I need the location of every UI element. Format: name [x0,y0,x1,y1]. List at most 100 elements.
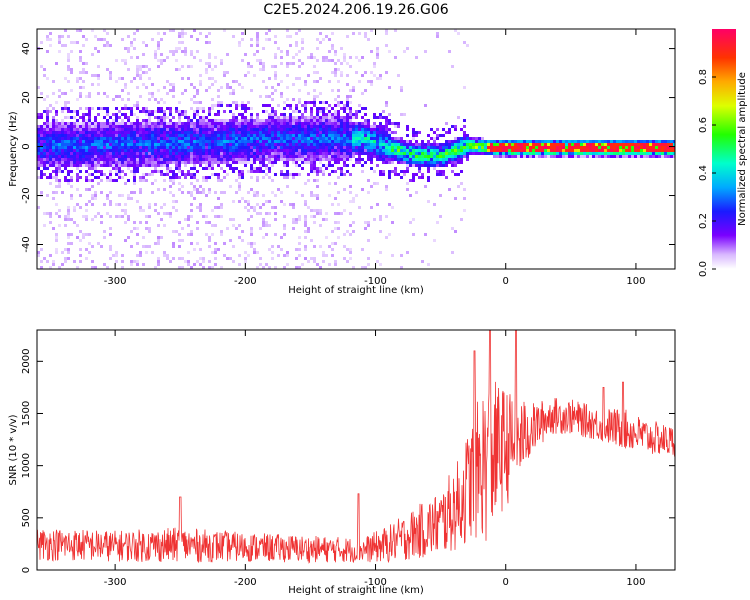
spectrogram-cell [367,263,370,266]
spectrogram-cell [124,182,127,185]
spectrogram-cell [157,164,160,167]
spectrogram-cell [181,140,184,143]
spectrogram-cell [355,137,358,140]
spectrogram-cell [52,128,55,131]
spectrogram-cell [91,155,94,158]
spectrogram-cell [445,140,448,143]
spectrogram-cell [298,215,301,218]
spectrogram-cell [211,167,214,170]
spectrogram-cell [196,227,199,230]
spectrogram-cell [109,173,112,176]
spectrogram-cell [208,158,211,161]
spectrogram-cell [148,227,151,230]
spectrogram-cell [616,149,619,152]
spectrogram-cell [445,158,448,161]
spectrogram-cell [241,128,244,131]
spectrogram-cell [268,167,271,170]
spectrogram-cell [184,32,187,35]
spectrogram-ylabel: Frequency (Hz) [8,111,19,187]
spectrogram-cell [199,116,202,119]
spectrogram-cell [352,230,355,233]
spectrogram-cell [331,140,334,143]
spectrogram-cell [232,122,235,125]
spectrogram-cell [97,38,100,41]
spectrogram-cell [409,149,412,152]
spectrogram-cell [166,131,169,134]
spectrogram-cell [151,251,154,254]
spectrogram-cell [328,134,331,137]
spectrogram-cell [208,239,211,242]
spectrogram-cell [322,158,325,161]
spectrogram-cell [460,155,463,158]
spectrogram-cell [52,122,55,125]
spectrogram-cell [280,158,283,161]
spectrogram-cell [49,212,52,215]
spectrogram-cell [370,71,373,74]
spectrogram-cell [46,260,49,263]
spectrogram-cell [250,119,253,122]
spectrogram-cell [646,140,649,143]
spectrogram-cell [70,218,73,221]
spectrogram-cell [196,125,199,128]
spectrogram-cell [79,128,82,131]
spectrogram-cell [424,104,427,107]
spectrogram-cell [208,134,211,137]
spectrogram-cell [256,140,259,143]
spectrogram-cell [151,173,154,176]
spectrogram-cell [379,158,382,161]
spectrogram-cell [145,143,148,146]
spectrogram-cell [253,242,256,245]
spectrogram-cell [637,143,640,146]
spectrogram-cell [208,65,211,68]
spectrogram-cell [277,245,280,248]
spectrogram-cell [391,152,394,155]
spectrogram-cell [226,83,229,86]
spectrogram-cell [250,215,253,218]
spectrogram-cell [70,116,73,119]
spectrogram-cell [43,173,46,176]
spectrogram-cell [148,206,151,209]
spectrogram-cell [634,155,637,158]
spectrogram-cell [313,125,316,128]
spectrogram-cell [457,155,460,158]
spectrogram-cell [259,227,262,230]
spectrogram-cell [157,263,160,266]
spectrogram-cell [79,107,82,110]
spectrogram-cell [367,38,370,41]
spectrogram-cell [334,50,337,53]
spectrogram-cell [214,143,217,146]
spectrogram-cell [268,149,271,152]
spectrogram-cell [40,173,43,176]
spectrogram-cell [319,140,322,143]
spectrogram-cell [619,155,622,158]
spectrogram-cell [334,68,337,71]
spectrogram-cell [415,191,418,194]
spectrogram-cell [529,149,532,152]
spectrogram-cell [172,116,175,119]
spectrogram-cell [127,146,130,149]
spectrogram-cell [556,140,559,143]
spectrogram-cell [142,140,145,143]
spectrogram-cell [313,56,316,59]
spectrogram-cell [244,125,247,128]
spectrogram-cell [349,212,352,215]
spectrogram-cell [541,143,544,146]
spectrogram-cell [535,143,538,146]
spectrogram-cell [337,80,340,83]
spectrogram-cell [376,134,379,137]
spectrogram-cell [232,224,235,227]
spectrogram-cell [163,116,166,119]
spectrogram-cell [214,248,217,251]
spectrogram-cell [439,194,442,197]
spectrogram-cell [103,230,106,233]
spectrogram-cell [445,149,448,152]
spectrogram-cell [262,68,265,71]
spectrogram-cell [88,152,91,155]
spectrogram-cell [358,59,361,62]
spectrogram-cell [214,80,217,83]
spectrogram-cell [463,131,466,134]
spectrogram-cell [55,191,58,194]
spectrogram-cell [547,146,550,149]
spectrogram-cell [166,128,169,131]
spectrogram-cell [397,137,400,140]
